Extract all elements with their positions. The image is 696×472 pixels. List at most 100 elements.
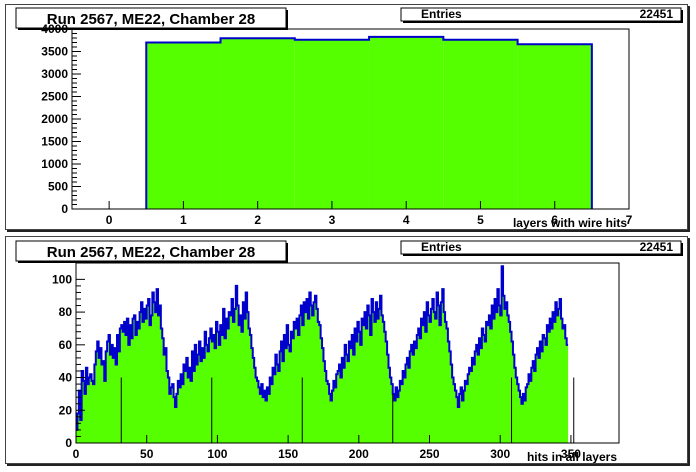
bin-257 xyxy=(439,325,440,443)
bar-layer-1 xyxy=(146,42,221,209)
bin-190 xyxy=(345,345,346,443)
bin-189 xyxy=(343,368,344,443)
x-tick-label: 350 xyxy=(561,447,581,461)
chart-hits-in-all-layers: Run 2567, ME22, Chamber 28 Entries 22451 0 2… xyxy=(15,240,683,463)
bin-141 xyxy=(275,355,276,443)
bin-42 xyxy=(135,335,136,443)
bin-293 xyxy=(490,328,491,443)
bin-142 xyxy=(277,364,278,443)
title-box-shadow xyxy=(286,243,288,263)
bin-254 xyxy=(435,319,436,443)
bin-167 xyxy=(312,315,313,443)
bin-17 xyxy=(100,348,101,443)
bin-193 xyxy=(349,342,350,443)
bin-253 xyxy=(434,312,435,443)
bin-247 xyxy=(425,332,426,443)
bin-298 xyxy=(497,289,498,443)
bin-34 xyxy=(124,322,125,443)
bin-316 xyxy=(523,394,524,443)
bin-248 xyxy=(427,302,428,443)
bin-341 xyxy=(558,309,559,443)
bin-74 xyxy=(181,374,182,443)
histogram-outline xyxy=(145,35,593,209)
bin-7 xyxy=(86,368,87,443)
bin-180 xyxy=(331,400,332,443)
bin-273 xyxy=(462,400,463,443)
bin-69 xyxy=(174,397,175,443)
bin-345 xyxy=(564,325,565,443)
bin-306 xyxy=(509,322,510,443)
bin-258 xyxy=(441,302,442,443)
bin-213 xyxy=(377,319,378,443)
bin-312 xyxy=(517,384,518,443)
bin-184 xyxy=(336,374,337,443)
bar-layer-2 xyxy=(220,38,295,209)
bin-336 xyxy=(551,328,552,443)
bin-342 xyxy=(560,299,561,443)
bin-148 xyxy=(285,348,286,443)
bin-206 xyxy=(367,306,368,443)
bin-286 xyxy=(480,348,481,443)
stats-box-shadow xyxy=(403,21,683,23)
bin-157 xyxy=(298,335,299,443)
bin-287 xyxy=(482,328,483,443)
bin-70 xyxy=(175,407,176,443)
bin-44 xyxy=(138,328,139,443)
bin-244 xyxy=(421,319,422,443)
bin-340 xyxy=(557,315,558,443)
y-tick-label: 1500 xyxy=(41,135,68,149)
bin-115 xyxy=(239,325,240,443)
bin-81 xyxy=(191,381,192,443)
bin-151 xyxy=(290,351,291,443)
bin-233 xyxy=(405,364,406,443)
bin-208 xyxy=(370,335,371,443)
bin-295 xyxy=(493,319,494,443)
bin-102 xyxy=(220,325,221,443)
bin-45 xyxy=(140,312,141,443)
bin-296 xyxy=(495,299,496,443)
bin-222 xyxy=(390,378,391,443)
bin-9 xyxy=(89,378,90,443)
bin-41 xyxy=(134,315,135,443)
bar-layer-4 xyxy=(369,36,444,209)
bin-299 xyxy=(499,306,500,443)
bin-328 xyxy=(540,342,541,443)
stats-box-shadow xyxy=(681,10,683,23)
bin-50 xyxy=(147,306,148,443)
bin-218 xyxy=(384,332,385,443)
y-tick-label: 80 xyxy=(59,305,73,319)
bin-178 xyxy=(328,384,329,443)
bin-10 xyxy=(90,374,91,443)
bin-174 xyxy=(322,348,323,443)
bin-110 xyxy=(232,299,233,443)
bin-49 xyxy=(145,319,146,443)
bin-250 xyxy=(430,322,431,443)
bin-22 xyxy=(107,342,108,443)
bin-343 xyxy=(561,319,562,443)
histogram-fill xyxy=(76,266,569,443)
x-tick-label: 300 xyxy=(490,447,510,461)
bin-281 xyxy=(473,364,474,443)
bin-173 xyxy=(321,338,322,443)
bin-147 xyxy=(284,335,285,443)
bin-152 xyxy=(291,332,292,443)
bin-79 xyxy=(188,378,189,443)
bin-76 xyxy=(183,364,184,443)
bin-109 xyxy=(230,315,231,443)
bin-51 xyxy=(148,299,149,443)
bin-18 xyxy=(101,364,102,443)
bin-68 xyxy=(172,384,173,443)
bin-200 xyxy=(359,332,360,443)
bin-149 xyxy=(287,325,288,443)
bin-315 xyxy=(521,404,522,443)
bin-29 xyxy=(117,335,118,443)
bin-196 xyxy=(353,355,354,443)
bin-53 xyxy=(151,315,152,443)
bin-62 xyxy=(164,355,165,443)
bin-112 xyxy=(234,309,235,443)
bar-layer-6 xyxy=(517,44,592,209)
bin-15 xyxy=(97,342,98,443)
bin-234 xyxy=(407,358,408,443)
bin-303 xyxy=(504,309,505,443)
bin-35 xyxy=(125,335,126,443)
